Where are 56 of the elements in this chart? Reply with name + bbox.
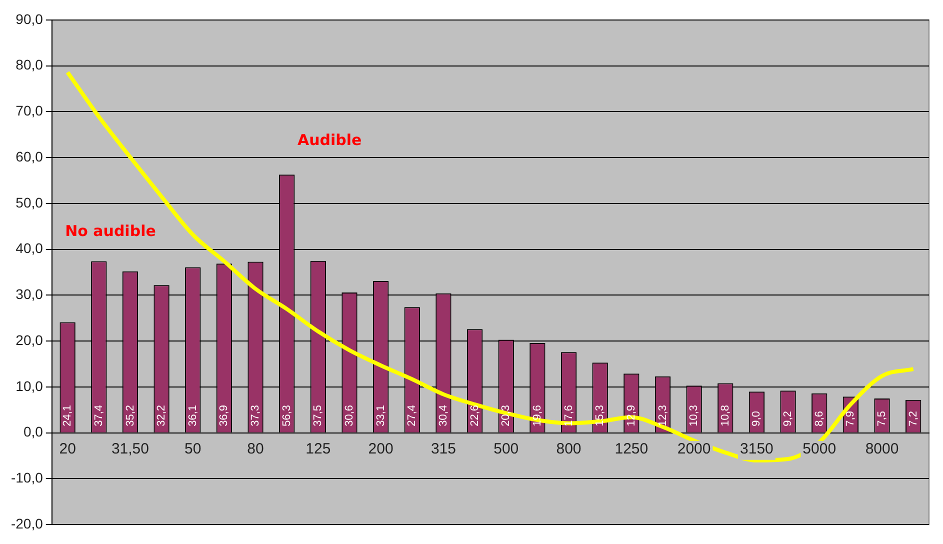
x-tick-label: 800: [556, 440, 582, 458]
y-tick-label: -10,0: [10, 470, 44, 486]
data-label: 35,2: [124, 404, 136, 426]
data-label: 56,3: [280, 404, 293, 426]
data-label: 37,4: [92, 404, 105, 426]
data-label: 7,2: [907, 411, 920, 426]
data-label: 32,2: [156, 404, 168, 426]
data-label: 9,0: [750, 411, 763, 426]
x-tick-label: 8000: [865, 440, 899, 458]
y-tick-label: 0,0: [23, 424, 44, 440]
x-tick-label: 1250: [614, 440, 648, 458]
data-label: 8,6: [813, 411, 826, 426]
y-tick-label: 50,0: [16, 194, 44, 210]
data-label: 36,1: [186, 404, 199, 426]
y-tick-label: 90,0: [16, 10, 44, 27]
y-tick-label: 20,0: [16, 332, 44, 348]
data-label: 17,6: [562, 404, 575, 426]
y-tick-label: 40,0: [16, 240, 44, 256]
data-label: 37,3: [250, 404, 262, 426]
annotation: No audible: [65, 222, 156, 240]
data-label: 15,3: [594, 404, 606, 426]
y-tick-label: 10,0: [16, 378, 44, 394]
x-tick-label: 200: [368, 440, 394, 458]
annotation: Audible: [297, 130, 362, 149]
x-tick-label: 500: [494, 440, 519, 458]
x-tick-label: 80: [247, 440, 264, 458]
data-label: 30,6: [344, 404, 356, 426]
data-label: 12,9: [625, 404, 638, 426]
x-tick-label: 2000: [677, 440, 711, 458]
data-label: 30,4: [438, 404, 450, 426]
x-tick-label: 31,50: [111, 440, 149, 458]
y-tick-label: 80,0: [16, 56, 44, 73]
y-tick-label: 70,0: [16, 102, 44, 119]
data-label: 36,9: [218, 404, 230, 426]
data-label: 27,4: [406, 404, 418, 426]
data-label: 7,5: [876, 411, 888, 426]
y-tick-label: 30,0: [16, 286, 44, 302]
data-label: 10,3: [688, 404, 700, 426]
data-label: 9,2: [782, 411, 794, 426]
x-tick-label: 315: [430, 440, 456, 458]
data-label: 24,1: [62, 404, 74, 426]
data-label: 10,8: [719, 404, 732, 426]
x-tick-label: 125: [306, 440, 331, 458]
x-tick-label: 20: [59, 440, 76, 458]
data-label: 7,9: [844, 411, 857, 426]
data-label: 37,5: [312, 404, 324, 426]
data-label: 19,6: [531, 404, 544, 426]
data-label: 33,1: [374, 404, 387, 426]
x-tick-label: 50: [184, 440, 202, 458]
x-tick-label: 5000: [802, 440, 836, 458]
y-tick-label: -20,0: [10, 515, 44, 532]
data-label: 22,6: [468, 404, 481, 426]
data-label: 20,3: [500, 404, 512, 426]
data-label: 12,3: [656, 404, 669, 426]
x-tick-label: 3150: [740, 440, 774, 458]
y-tick-label: 60,0: [16, 148, 44, 164]
